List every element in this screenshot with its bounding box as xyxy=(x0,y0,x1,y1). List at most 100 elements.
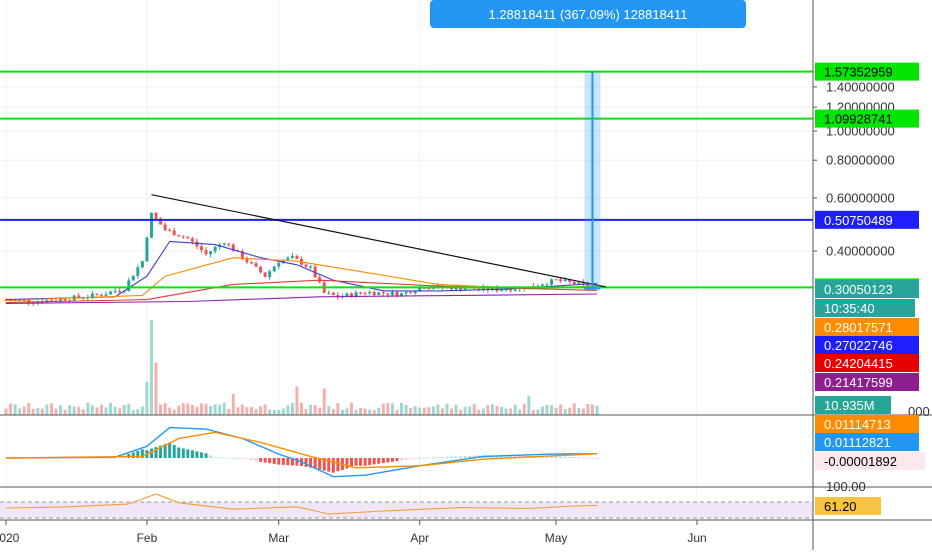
candle-body xyxy=(172,230,176,236)
candle-body xyxy=(386,293,390,295)
candle-body xyxy=(140,261,144,268)
macd-histogram-bar xyxy=(504,455,508,458)
volume-bar xyxy=(595,405,599,415)
volume-bar xyxy=(245,407,249,415)
macd-histogram-bar xyxy=(172,445,176,458)
volume-bar xyxy=(36,408,40,415)
volume-bar xyxy=(481,408,485,415)
macd-histogram-bar xyxy=(386,458,390,463)
volume-bar xyxy=(13,404,17,415)
macd-histogram-bar xyxy=(500,455,504,458)
volume-bar xyxy=(304,409,308,415)
macd-histogram-bar xyxy=(49,458,53,459)
volume-bar xyxy=(145,381,149,415)
volume-bar xyxy=(400,403,404,415)
volume-bar xyxy=(54,408,58,415)
volume-bar xyxy=(495,405,499,415)
volume-bar xyxy=(545,404,549,415)
volume-bar xyxy=(236,407,240,415)
volume-bar xyxy=(522,403,526,415)
volume-bar xyxy=(299,402,303,415)
macd-histogram-bar xyxy=(104,458,108,459)
volume-bar xyxy=(500,406,504,415)
volume-bar xyxy=(295,386,299,415)
volume-bar xyxy=(563,408,567,415)
macd-histogram-bar xyxy=(63,458,67,459)
volume-bar xyxy=(18,408,22,415)
price-pane[interactable]: 1.28818411 (367.09%) 128818411 xyxy=(0,0,813,307)
indicator-price-badge-bg xyxy=(815,318,919,336)
volume-bar xyxy=(386,402,390,415)
macd-histogram-bar xyxy=(509,455,513,458)
macd-histogram-bar xyxy=(277,458,281,465)
indicator-price-badge-bg xyxy=(815,354,919,372)
candle-body xyxy=(199,246,203,251)
measure-label-box xyxy=(430,0,746,28)
volume-bar xyxy=(527,396,531,415)
volume-bar xyxy=(104,407,108,415)
trendline[interactable] xyxy=(151,194,607,288)
volume-bar xyxy=(363,408,367,415)
macd-value-badge: -0.00001892 xyxy=(824,454,897,469)
candle-body xyxy=(77,295,81,298)
candle-body xyxy=(36,301,40,304)
macd-histogram-bar xyxy=(109,458,113,459)
rsi-value-badge-bg xyxy=(815,497,881,515)
macd-histogram-bar xyxy=(459,456,463,458)
candle-body xyxy=(400,293,404,297)
volume-bar xyxy=(550,405,554,415)
candle-body xyxy=(345,293,349,297)
candle-body xyxy=(249,262,253,264)
volume-bar xyxy=(322,388,326,415)
macd-histogram-bar xyxy=(190,450,194,458)
macd-histogram-bar xyxy=(495,455,499,458)
macd-histogram-bar xyxy=(186,449,190,458)
candle-body xyxy=(463,288,467,290)
candle-body xyxy=(309,266,313,268)
volume-bar xyxy=(195,407,199,415)
macd-line xyxy=(5,426,598,478)
volume-bar xyxy=(199,403,203,415)
candle-body xyxy=(413,291,417,294)
candle-body xyxy=(550,279,554,285)
macd-histogram-bar xyxy=(118,456,122,458)
volume-bar xyxy=(63,409,67,415)
volume-bar xyxy=(109,402,113,415)
price-tick-label: 0.60000000 xyxy=(826,190,895,205)
volume-bar xyxy=(272,410,276,415)
volume-bar xyxy=(427,407,431,415)
candle-body xyxy=(240,251,244,260)
volume-bar xyxy=(577,407,581,415)
macd-histogram-bar xyxy=(345,458,349,469)
volume-bar xyxy=(263,404,267,415)
candle-body xyxy=(136,267,140,276)
macd-histogram-bar xyxy=(381,458,385,464)
candle-body xyxy=(213,247,217,252)
candle-body xyxy=(186,237,190,239)
macd-histogram-bar xyxy=(581,457,585,459)
volume-bar xyxy=(163,403,167,415)
macd-histogram-bar xyxy=(377,458,381,464)
macd-histogram-bar xyxy=(231,457,235,459)
volume-bar xyxy=(377,407,381,415)
macd-histogram-bar xyxy=(159,445,163,458)
candle-body xyxy=(290,255,294,258)
volume-bar xyxy=(277,410,281,415)
volume-bar xyxy=(359,407,363,415)
candle-body xyxy=(181,236,185,238)
macd-histogram-bar xyxy=(272,458,276,464)
volume-bar xyxy=(49,403,53,415)
candle-body xyxy=(209,251,213,255)
candle-body xyxy=(277,262,281,267)
macd-histogram-bar xyxy=(68,458,72,459)
volume-bar xyxy=(581,408,585,415)
volume-bar xyxy=(468,406,472,415)
macd-histogram-bar xyxy=(245,458,249,460)
macd-value-badge: 0.01114713 xyxy=(824,417,891,432)
candle-body xyxy=(281,259,285,263)
volume-pane xyxy=(4,320,599,415)
candle-body xyxy=(513,289,517,291)
macd-histogram-bar xyxy=(136,450,140,458)
